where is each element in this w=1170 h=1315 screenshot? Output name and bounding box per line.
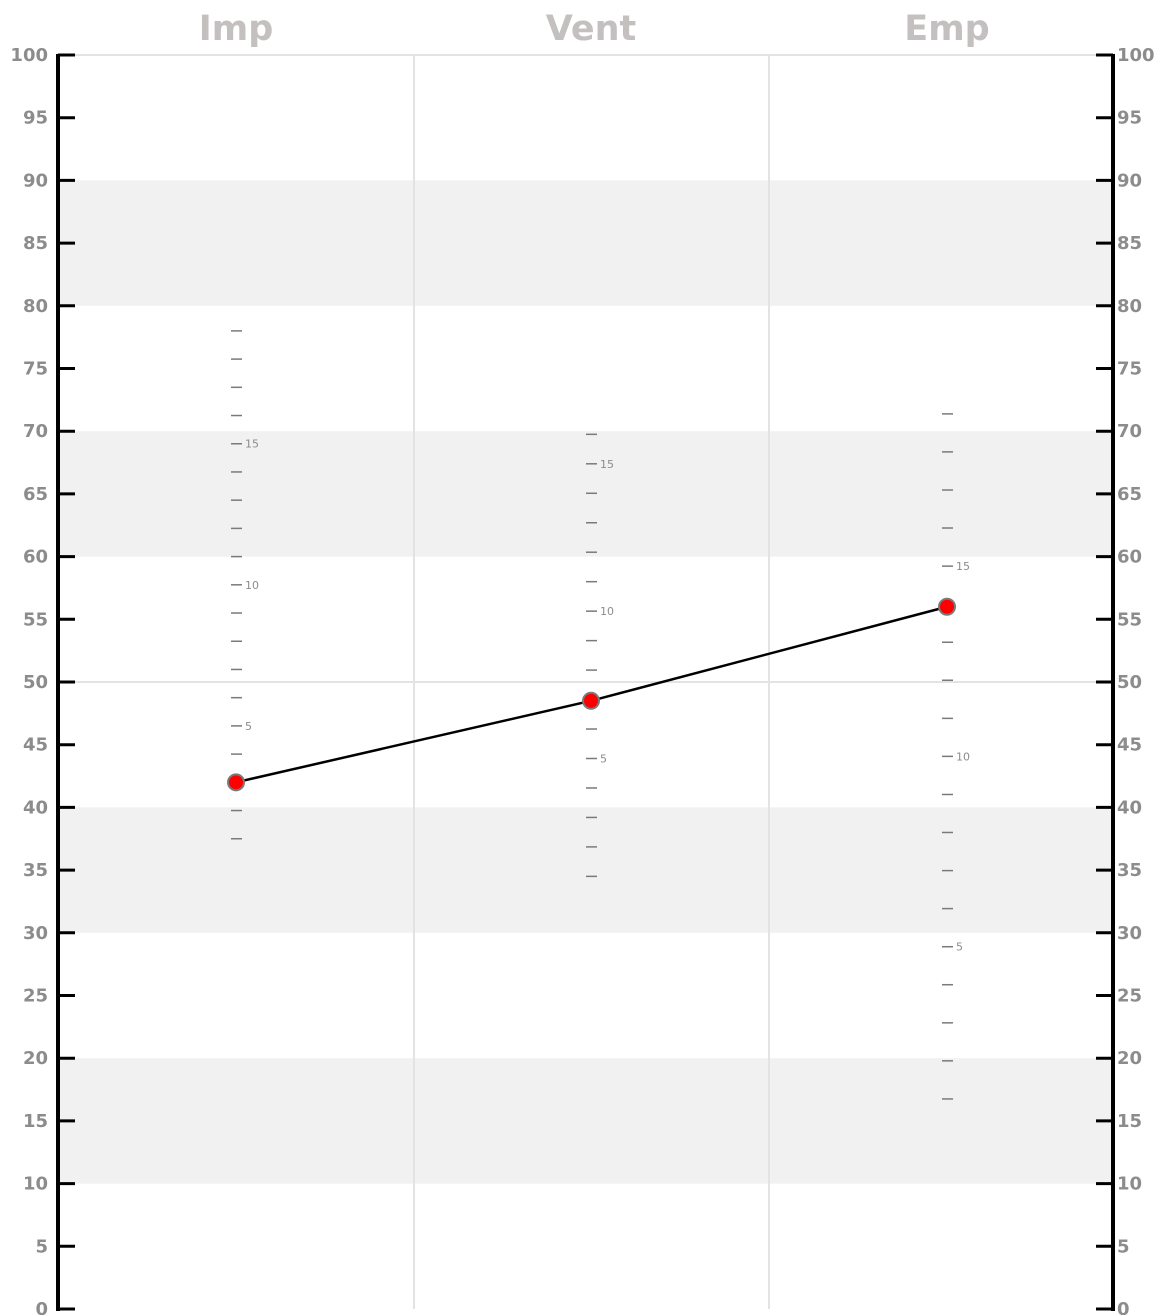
left-tick-label-25: 25 xyxy=(23,986,48,1007)
left-tick-label-50: 50 xyxy=(23,672,48,693)
right-tick-label-80: 80 xyxy=(1117,296,1142,317)
column-scales: 5 10 15 5 10 15 5 10 15 xyxy=(231,330,970,1100)
right-tick-label-40: 40 xyxy=(1117,797,1142,818)
left-tick-label-100: 100 xyxy=(10,45,48,66)
right-tick-label-100: 100 xyxy=(1117,45,1155,66)
scale-tick-label: 5 xyxy=(956,941,963,954)
left-tick-label-0: 0 xyxy=(35,1299,48,1315)
data-point-vent xyxy=(582,691,600,710)
column-title-vent: Vent xyxy=(546,9,637,49)
right-tick-label-90: 90 xyxy=(1117,170,1142,191)
right-tick-label-30: 30 xyxy=(1117,923,1142,944)
right-tick-label-15: 15 xyxy=(1117,1111,1142,1132)
left-tick-label-75: 75 xyxy=(23,359,48,380)
scale-tick-label: 15 xyxy=(245,438,259,451)
left-tick-label-35: 35 xyxy=(23,860,48,881)
left-tick-label-70: 70 xyxy=(23,421,48,442)
data-series xyxy=(227,597,956,792)
right-tick-label-85: 85 xyxy=(1117,233,1142,254)
left-tick-label-10: 10 xyxy=(23,1174,48,1195)
left-tick-label-90: 90 xyxy=(23,170,48,191)
right-tick-label-75: 75 xyxy=(1117,359,1142,380)
right-tick-label-45: 45 xyxy=(1117,735,1142,756)
right-tick-label-65: 65 xyxy=(1117,484,1142,505)
scale-tick-label: 5 xyxy=(600,752,607,765)
right-tick-label-60: 60 xyxy=(1117,547,1142,568)
left-tick-label-95: 95 xyxy=(23,108,48,129)
right-tick-label-70: 70 xyxy=(1117,421,1142,442)
right-tick-label-35: 35 xyxy=(1117,860,1142,881)
left-tick-label-80: 80 xyxy=(23,296,48,317)
band-0 xyxy=(58,1058,1113,1184)
scale-imp: 5 10 15 xyxy=(231,330,259,840)
left-tick-label-85: 85 xyxy=(23,233,48,254)
scale-tick-label: 10 xyxy=(245,579,259,592)
left-tick-label-40: 40 xyxy=(23,797,48,818)
left-tick-label-65: 65 xyxy=(23,484,48,505)
column-title-imp: Imp xyxy=(199,9,274,49)
column-titles: Imp Vent Emp xyxy=(199,9,990,49)
scale-emp: 5 10 15 xyxy=(942,413,970,1100)
right-tick-label-0: 0 xyxy=(1117,1299,1130,1315)
right-tick-label-25: 25 xyxy=(1117,986,1142,1007)
scale-vent: 5 10 15 xyxy=(586,433,614,878)
right-tick-label-50: 50 xyxy=(1117,672,1142,693)
scale-tick-label: 15 xyxy=(956,560,970,573)
left-tick-label-60: 60 xyxy=(23,547,48,568)
background-bands xyxy=(58,180,1113,1184)
right-tick-label-95: 95 xyxy=(1117,108,1142,129)
data-point-imp xyxy=(227,773,245,792)
right-tick-label-55: 55 xyxy=(1117,609,1142,630)
left-tick-label-45: 45 xyxy=(23,735,48,756)
right-tick-label-10: 10 xyxy=(1117,1174,1142,1195)
scale-tick-label: 5 xyxy=(245,720,252,733)
band-1 xyxy=(58,807,1113,933)
data-point-emp xyxy=(938,597,956,616)
left-tick-label-5: 5 xyxy=(35,1236,48,1257)
column-title-emp: Emp xyxy=(904,9,989,49)
band-2 xyxy=(58,431,1113,557)
left-tick-label-30: 30 xyxy=(23,923,48,944)
scale-tick-label: 15 xyxy=(600,458,614,471)
scale-tick-label: 10 xyxy=(956,750,970,763)
right-tick-label-20: 20 xyxy=(1117,1048,1142,1069)
scale-tick-label: 10 xyxy=(600,605,614,618)
left-tick-label-20: 20 xyxy=(23,1048,48,1069)
grid-lines xyxy=(58,54,1113,1309)
band-3 xyxy=(58,180,1113,306)
left-tick-label-15: 15 xyxy=(23,1111,48,1132)
right-tick-label-5: 5 xyxy=(1117,1236,1130,1257)
left-tick-label-55: 55 xyxy=(23,609,48,630)
